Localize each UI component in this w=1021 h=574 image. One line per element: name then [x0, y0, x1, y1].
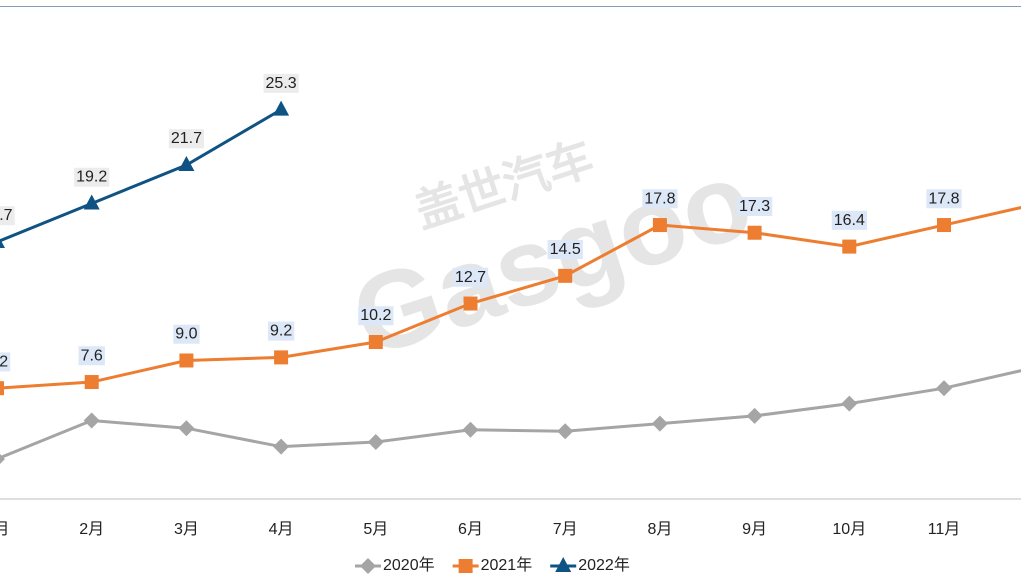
x-tick-label: 5月 — [363, 521, 388, 538]
marker — [652, 218, 667, 233]
series-line — [0, 108, 282, 243]
data-label-bg — [173, 324, 200, 344]
x-tick-label: 11月 — [928, 521, 961, 538]
data-label-bg — [547, 240, 583, 260]
marker — [0, 381, 4, 396]
data-label-bg — [831, 210, 867, 230]
series-line — [0, 369, 1021, 460]
data-label: 7.6 — [81, 347, 103, 364]
marker — [458, 559, 473, 573]
x-tick-label: 9月 — [742, 521, 767, 538]
marker — [463, 296, 478, 311]
series-line — [0, 205, 1021, 390]
data-label-bg — [0, 206, 15, 226]
marker — [178, 156, 195, 172]
marker — [0, 238, 5, 248]
data-label-bg — [263, 73, 299, 93]
legend-label: 2020年 — [383, 556, 435, 574]
data-label-bg — [0, 352, 11, 372]
marker — [178, 420, 195, 437]
data-label: 9.2 — [270, 323, 292, 340]
data-label: 10.2 — [360, 307, 391, 324]
marker — [555, 557, 572, 572]
marker — [367, 434, 384, 451]
data-label-bg — [926, 189, 962, 209]
x-tick-label: 8月 — [647, 521, 672, 538]
marker — [84, 375, 99, 390]
data-label: 19.2 — [76, 169, 107, 186]
marker — [746, 407, 763, 424]
marker — [841, 395, 858, 412]
x-tick-label: 6月 — [458, 521, 483, 538]
data-label-bg — [642, 189, 678, 209]
data-label-bg — [267, 321, 295, 341]
marker — [557, 423, 574, 440]
marker — [179, 353, 194, 368]
marker — [842, 239, 857, 254]
marker — [936, 380, 952, 397]
legend-label: 2021年 — [481, 556, 533, 574]
x-tick-label: 7月 — [553, 521, 578, 538]
data-label-bg — [168, 129, 205, 149]
data-label: 7.2 — [0, 353, 8, 370]
x-tick-label: 3月 — [174, 521, 199, 538]
marker — [368, 335, 383, 350]
marker — [273, 100, 290, 116]
marker — [273, 438, 290, 455]
marker — [747, 225, 762, 240]
x-tick-label: 4月 — [269, 521, 294, 538]
data-label: 9.0 — [175, 326, 197, 343]
data-label: 17.8 — [928, 190, 959, 207]
data-label-bg — [78, 346, 105, 366]
data-label: 17.8 — [644, 190, 675, 207]
data-label-bg — [74, 167, 110, 187]
data-label-bg — [452, 267, 489, 287]
data-label: 17.3 — [739, 198, 770, 215]
legend-label: 2022年 — [578, 556, 630, 574]
data-label: 14.5 — [550, 241, 581, 258]
data-label: 12.7 — [455, 269, 486, 286]
data-label: 21.7 — [171, 130, 202, 147]
data-label: 16.7 — [0, 207, 13, 224]
x-tick-label: 2月 — [79, 521, 104, 538]
data-label: 16.4 — [834, 212, 865, 229]
marker — [274, 350, 289, 365]
marker — [83, 194, 100, 210]
marker — [360, 558, 376, 574]
x-tick-label: 1月 — [0, 521, 9, 538]
marker — [462, 421, 479, 438]
marker — [558, 268, 573, 283]
data-label-bg — [358, 306, 394, 326]
marker — [651, 415, 668, 432]
data-label-bg — [737, 196, 773, 216]
data-label: 25.3 — [266, 75, 297, 92]
marker — [83, 412, 100, 429]
marker — [0, 453, 5, 464]
legend: 2020年 2021年 2022年 — [355, 556, 630, 574]
x-tick-label: 10月 — [832, 521, 866, 538]
marker — [937, 218, 951, 233]
